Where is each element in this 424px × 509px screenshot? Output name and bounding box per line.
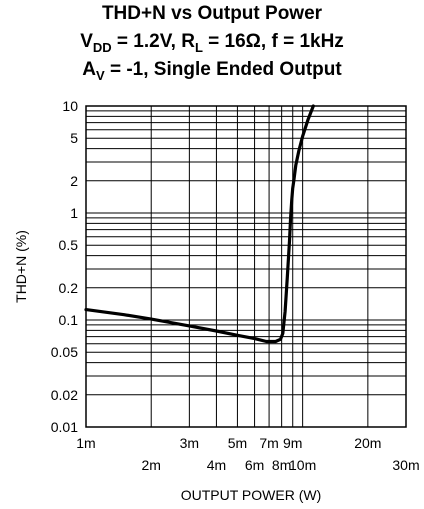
rl-and-frequency-value: = 16Ω, f = 1kHz [202, 31, 344, 52]
chart-title-line-3: AV = -1, Single Ended Output [0, 58, 424, 83]
plot-frame [85, 105, 407, 428]
chart-title-text-1: THD+N vs Output Power [101, 3, 323, 24]
y-tick-label: 0.2 [59, 280, 79, 296]
y-tick-label: 0.01 [51, 419, 78, 435]
y-tick-label: 10 [62, 98, 78, 114]
x-tick-label: 2m [141, 457, 160, 473]
av-value-and-mode: = -1, Single Ended Output [104, 59, 342, 80]
y-tick-label: 0.1 [59, 312, 79, 328]
data-series [84, 104, 315, 344]
x-tick-label: 10m [289, 457, 316, 473]
y-tick-label: 1 [70, 205, 78, 221]
chart-title-line-2: VDD = 1.2V, RL = 16Ω, f = 1kHz [0, 30, 424, 55]
rl-subscript: L [194, 40, 203, 55]
x-tick-label: 7m [259, 435, 278, 451]
y-tick-label: 0.05 [51, 344, 78, 360]
x-tick-label: 3m [180, 435, 199, 451]
y-tick-label: 0.02 [51, 387, 78, 403]
x-tick-label: 4m [207, 457, 226, 473]
y-tick-label: 0.5 [59, 237, 79, 253]
series-line-1 [84, 104, 315, 344]
vdd-subscript: DD [92, 40, 112, 55]
y-tick-label: 2 [70, 173, 78, 189]
y-axis-tick-labels: 10 5 2 1 0.5 0.2 0.1 0.05 0.02 0.01 [51, 98, 78, 435]
x-tick-label: 9m [283, 435, 302, 451]
x-tick-label: 6m [245, 457, 264, 473]
plot-border [85, 105, 407, 428]
grid-lines [85, 105, 407, 428]
x-axis-label: OUTPUT POWER (W) [181, 487, 322, 503]
x-tick-label: 5m [228, 435, 247, 451]
y-tick-label: 5 [70, 130, 78, 146]
x-tick-label: 20m [354, 435, 381, 451]
y-axis-label: THD+N (%) [13, 230, 29, 303]
chart-title-line-1: THD+N vs Output Power [0, 2, 424, 26]
av-symbol: A [82, 59, 97, 80]
av-subscript: V [96, 68, 105, 83]
x-tick-label: 30m [392, 457, 419, 473]
vdd-symbol: V [80, 31, 93, 52]
x-tick-label: 8m [272, 457, 291, 473]
x-tick-label: 1m [76, 435, 95, 451]
vdd-value-rl-symbol: = 1.2V, R [111, 31, 195, 52]
